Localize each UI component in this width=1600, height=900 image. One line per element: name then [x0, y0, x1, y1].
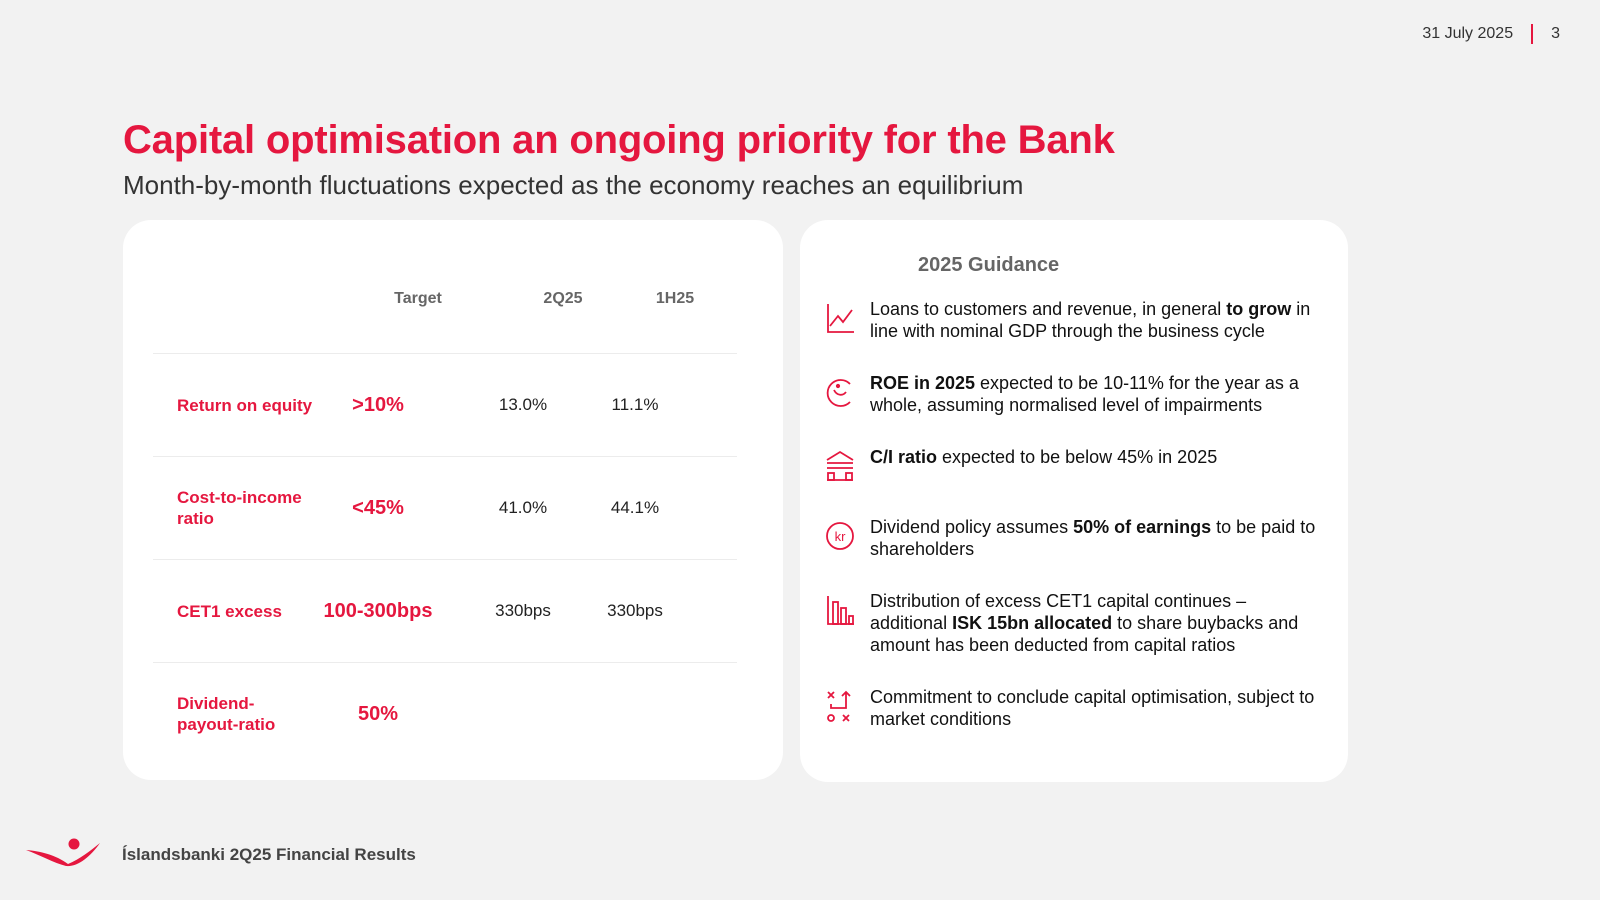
guidance-text: Distribution of excess CET1 capital cont… — [870, 591, 1299, 655]
list-item: kr Dividend policy assumes 50% of earnin… — [824, 516, 1324, 560]
table-row: Dividend-payout-ratio 50% — [153, 663, 737, 765]
row-label: Cost-to-income ratio — [177, 488, 302, 528]
row-1h25: 11.1% — [611, 395, 659, 414]
row-2q25: 13.0% — [498, 395, 548, 414]
strategy-icon — [824, 686, 856, 726]
table-row: CET1 excess 100-300bps 330bps 330bps — [153, 560, 737, 663]
guidance-text: Commitment to conclude capital optimisat… — [870, 687, 1315, 729]
page-title: Capital optimisation an ongoing priority… — [123, 118, 1115, 162]
row-1h25: 44.1% — [610, 498, 660, 517]
bar-chart-icon — [824, 590, 856, 630]
svg-text:kr: kr — [835, 529, 847, 544]
kpi-card: Target 2Q25 1H25 Return on equity >10% 1… — [123, 220, 783, 780]
row-target: 50% — [357, 702, 399, 725]
kpi-table: Target 2Q25 1H25 Return on equity >10% 1… — [153, 270, 737, 765]
guidance-text: C/I ratio expected to be below 45% in 20… — [870, 447, 1218, 467]
row-label: Return on equity — [177, 395, 313, 415]
row-target: >10% — [352, 393, 404, 416]
piggy-bank-icon — [824, 372, 856, 412]
header-1h25: 1H25 — [655, 290, 695, 307]
guidance-list: Loans to customers and revenue, in gener… — [824, 298, 1324, 760]
guidance-text: Dividend policy assumes 50% of earnings … — [870, 517, 1316, 559]
footer-text: Íslandsbanki 2Q25 Financial Results — [122, 844, 416, 864]
header-target: Target — [394, 290, 442, 307]
table-row: Return on equity >10% 13.0% 11.1% — [153, 354, 737, 457]
row-target: 100-300bps — [323, 599, 433, 622]
list-item: Commitment to conclude capital optimisat… — [824, 686, 1324, 730]
guidance-title: 2025 Guidance — [918, 254, 1060, 276]
row-1h25: 330bps — [607, 601, 663, 620]
guidance-text: Loans to customers and revenue, in gener… — [870, 299, 1311, 341]
row-2q25: 41.0% — [498, 498, 548, 517]
list-item: Distribution of excess CET1 capital cont… — [824, 590, 1324, 656]
islandsbanki-logo — [26, 837, 102, 872]
header-meta: 31 July 2025 3 — [1422, 24, 1560, 44]
kpi-table-header: Target 2Q25 1H25 — [153, 270, 737, 354]
row-label: Dividend-payout-ratio — [177, 694, 276, 734]
page-number: 3 — [1551, 25, 1560, 42]
header-separator — [1531, 24, 1534, 44]
page-subtitle: Month-by-month fluctuations expected as … — [123, 170, 1024, 200]
list-item: Loans to customers and revenue, in gener… — [824, 298, 1324, 342]
krona-coin-icon: kr — [824, 516, 856, 556]
report-date: 31 July 2025 — [1422, 25, 1514, 42]
line-chart-icon — [824, 298, 856, 338]
list-item: C/I ratio expected to be below 45% in 20… — [824, 446, 1324, 486]
header-2q25: 2Q25 — [543, 290, 583, 307]
row-label: CET1 excess — [177, 601, 282, 621]
bank-building-icon — [824, 446, 856, 486]
list-item: ROE in 2025 expected to be 10-11% for th… — [824, 372, 1324, 416]
guidance-card: 2025 Guidance Loans to customers and rev… — [800, 220, 1348, 782]
guidance-text: ROE in 2025 expected to be 10-11% for th… — [870, 373, 1299, 415]
row-2q25: 330bps — [495, 601, 551, 620]
table-row: Cost-to-income ratio <45% 41.0% 44.1% — [153, 457, 737, 560]
footer: Íslandsbanki 2Q25 Financial Results — [26, 837, 416, 872]
row-target: <45% — [352, 496, 404, 519]
